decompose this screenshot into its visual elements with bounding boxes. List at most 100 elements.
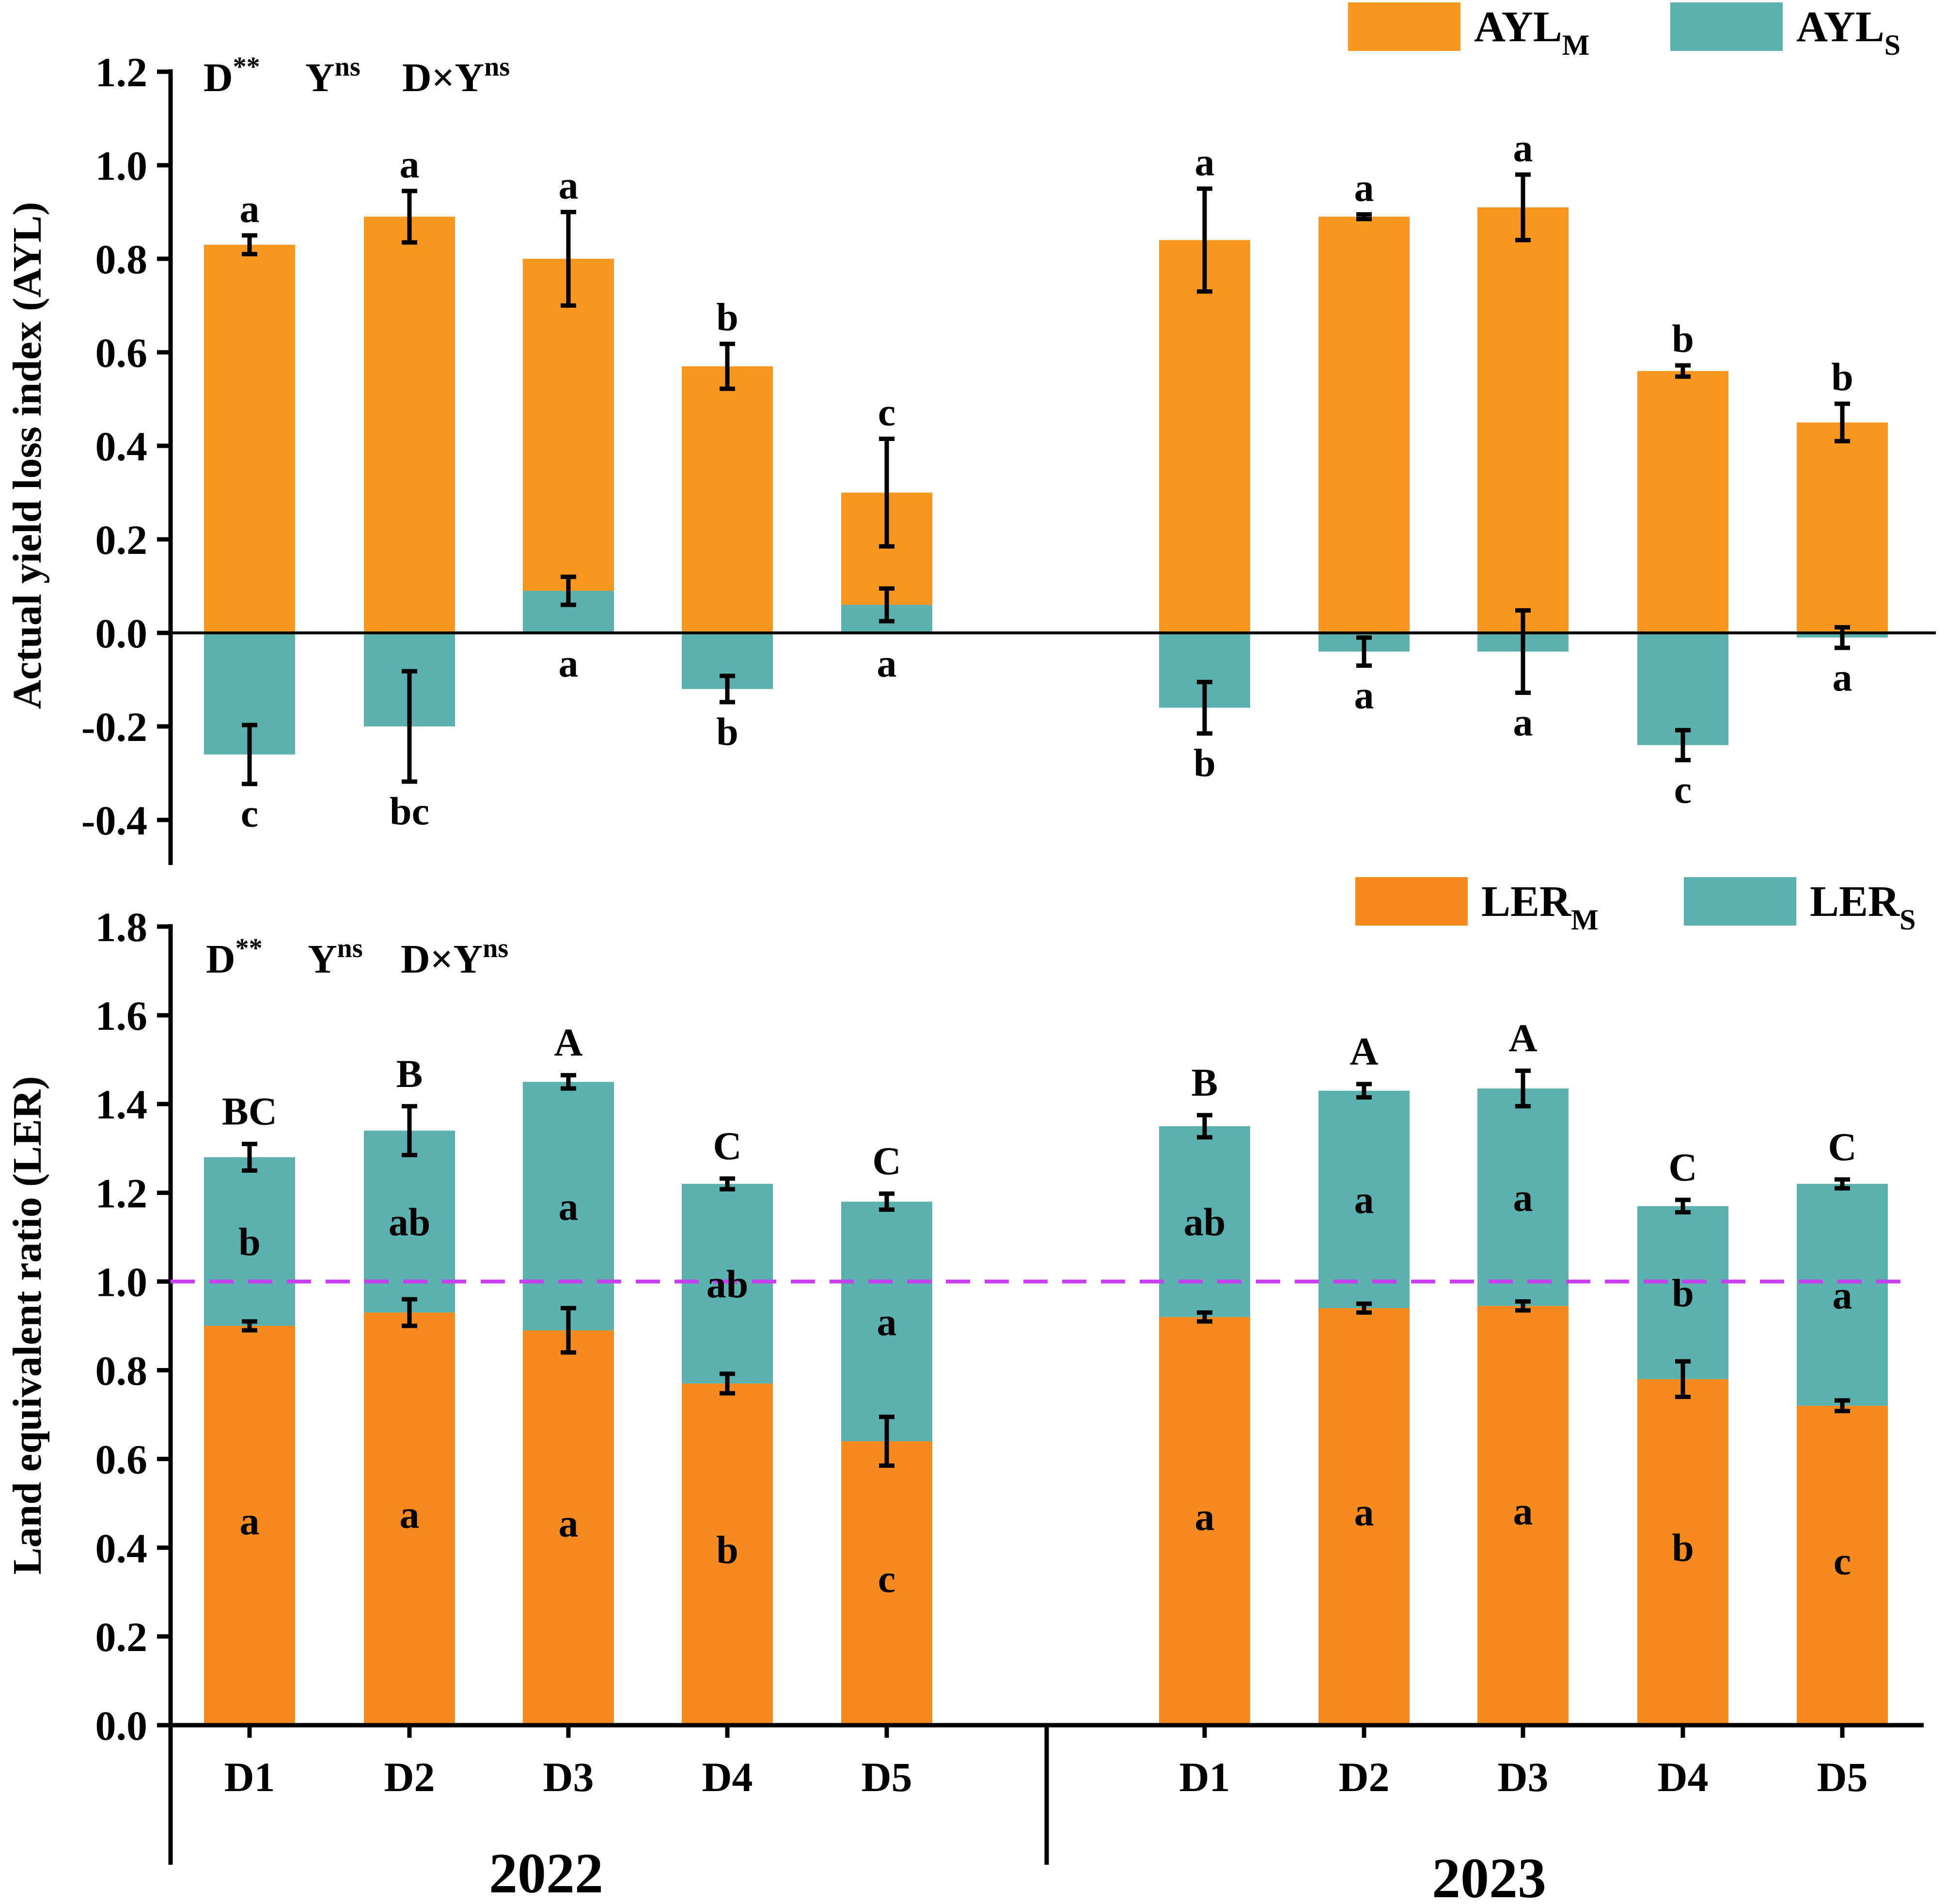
ler-y-axis-title: Land equivalent ratio (LER) <box>5 1076 50 1574</box>
ayl-letter-secondary: c <box>241 791 258 835</box>
x-category-label: D5 <box>1817 1754 1868 1800</box>
ler-letter-secondary: a <box>559 1184 579 1228</box>
ayl-letter-main: a <box>240 187 260 231</box>
ayl-bar-main <box>1318 217 1410 633</box>
ler-letter-secondary: ab <box>1184 1200 1226 1244</box>
ayl-bar-secondary <box>1637 633 1728 745</box>
ayl-y-tick-label: 1.2 <box>95 49 148 95</box>
ler-y-tick-label: 1.4 <box>95 1081 148 1128</box>
ler-y-tick-label: 1.0 <box>95 1259 148 1305</box>
ayl-letter-main: a <box>400 142 420 186</box>
ler-significance-factor: D <box>206 937 235 982</box>
ler-bar-main <box>364 1312 455 1725</box>
ler-letter-total: C <box>1828 1125 1856 1169</box>
ayl-letter-main: b <box>1672 316 1694 361</box>
ler-bar-main <box>523 1330 614 1725</box>
ayl-legend-label-base: AYL <box>1474 3 1562 51</box>
ler-bar-secondary <box>1637 1206 1728 1379</box>
ler-bar-secondary <box>1318 1090 1410 1308</box>
ler-letter-total: C <box>1668 1145 1697 1189</box>
ler-letter-secondary: ab <box>706 1262 749 1306</box>
ayl-letter-secondary: bc <box>390 789 429 833</box>
ayl-y-tick-label: -0.2 <box>81 704 147 750</box>
ayl-y-tick-label: 1.0 <box>95 142 148 189</box>
x-category-label: D2 <box>1338 1754 1389 1800</box>
ler-legend-swatch <box>1684 877 1796 926</box>
ler-letter-main: a <box>1195 1495 1215 1539</box>
ler-legend-swatch <box>1355 877 1468 926</box>
ler-letter-secondary: a <box>877 1300 897 1344</box>
year-label-2023: 2023 <box>1432 1846 1546 1904</box>
year-label-2022: 2022 <box>489 1841 603 1904</box>
ler-letter-total: B <box>396 1052 423 1096</box>
ayl-letter-main: a <box>1513 126 1533 170</box>
ler-bar-secondary <box>682 1184 773 1384</box>
ler-letter-total: A <box>554 1021 582 1065</box>
ler-significance-level: ns <box>337 933 363 963</box>
ler-letter-secondary: b <box>238 1220 261 1264</box>
x-category-label: D1 <box>224 1754 275 1800</box>
ayl-letter-main: b <box>716 295 738 339</box>
ayl-letter-secondary: b <box>1193 740 1216 785</box>
ayl-legend-label: AYLM <box>1474 3 1589 61</box>
ler-y-tick-label: 0.8 <box>95 1348 148 1394</box>
ler-letter-main: a <box>1513 1489 1533 1533</box>
ayl-legend-label-base: AYL <box>1796 3 1884 51</box>
panel-ler: 0.0 0.2 0.4 0.6 0.8 1.0 1.2 1.4 1.6 1.8 Land equiv… <box>5 877 1915 1749</box>
ayl-letter-secondary: a <box>1513 700 1533 744</box>
ayl-letter-secondary: a <box>877 641 897 685</box>
ler-bar-secondary <box>1797 1184 1888 1406</box>
ayl-letter-main: a <box>559 163 579 207</box>
ler-legend-label-base: LER <box>1810 878 1900 926</box>
ler-bar-main <box>1159 1317 1250 1725</box>
ler-letter-main: a <box>559 1501 579 1545</box>
ayl-bar-main <box>682 366 773 633</box>
ler-letter-secondary: a <box>1354 1178 1374 1222</box>
ayl-bar-main <box>523 259 614 633</box>
ler-significance: D** Yns D×Yns <box>206 933 508 982</box>
ayl-significance: D** Yns D×Yns <box>204 52 510 100</box>
ler-significance-level: ns <box>483 933 508 963</box>
ler-significance-factor: D×Y <box>401 937 483 982</box>
ler-significance-level: ** <box>235 933 263 963</box>
ler-letter-total: C <box>872 1139 901 1183</box>
ayl-letter-secondary: a <box>1833 655 1852 699</box>
ayl-significance-level: ns <box>484 52 510 82</box>
ler-letter-total: C <box>713 1124 741 1168</box>
ler-bar-main <box>1477 1306 1569 1725</box>
ayl-letter-main: c <box>878 390 895 434</box>
ler-bars <box>204 1082 1888 1725</box>
ler-letter-total: B <box>1192 1060 1218 1104</box>
x-category-label: D3 <box>543 1754 594 1800</box>
ayl-bar-main <box>1797 422 1888 633</box>
ayl-y-tick-label: 0.0 <box>95 610 148 657</box>
ler-letter-main: b <box>1672 1526 1694 1570</box>
ler-letter-secondary: a <box>1833 1273 1852 1317</box>
ayl-significance-level: ** <box>233 52 260 82</box>
ler-letter-main: a <box>400 1492 420 1536</box>
ler-letter-total: BC <box>222 1089 277 1133</box>
ler-y-tick-label: 1.2 <box>95 1170 148 1216</box>
ler-letter-main: c <box>1834 1539 1851 1583</box>
x-category-label: D4 <box>702 1754 753 1800</box>
ler-y-tick-label: 0.2 <box>95 1614 148 1660</box>
ayl-letter-main: b <box>1831 355 1853 399</box>
ayl-letter-main: a <box>1354 165 1374 209</box>
ler-bar-secondary <box>841 1201 932 1442</box>
ler-bar-main <box>1318 1308 1410 1725</box>
ler-bar-main <box>1797 1405 1888 1725</box>
ayl-letter-main: a <box>1195 140 1215 184</box>
ler-bar-secondary <box>523 1082 614 1331</box>
ler-letter-total: A <box>1508 1016 1537 1060</box>
ler-legend-label: LERM <box>1481 878 1599 936</box>
ler-letter-secondary: b <box>1672 1271 1694 1315</box>
ayl-y-tick-label: 0.2 <box>95 517 148 563</box>
ler-legend-label-sub: M <box>1571 904 1599 936</box>
ayl-legend-swatch <box>1348 2 1460 51</box>
ayl-y-tick-label: 0.4 <box>95 423 148 470</box>
ayl-bar-main <box>364 217 455 633</box>
ler-y-tick-label: 1.6 <box>95 992 148 1039</box>
ler-letter-main: a <box>240 1499 260 1543</box>
ayl-significance-factor: D×Y <box>402 55 484 100</box>
ayl-bar-main <box>1637 371 1728 633</box>
